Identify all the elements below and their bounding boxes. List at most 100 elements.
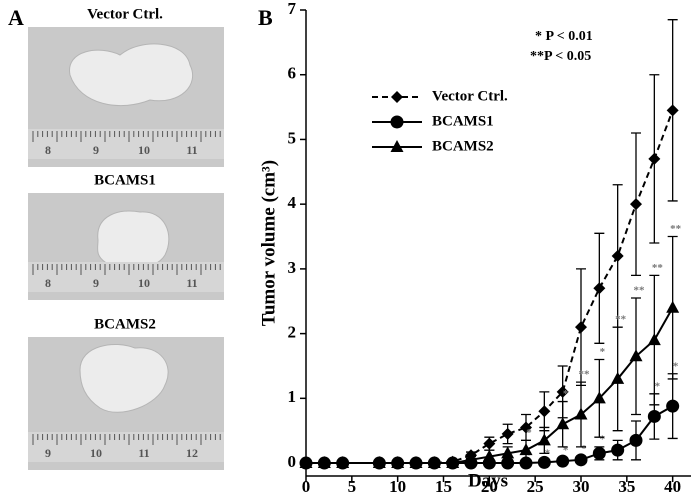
significance-label: *: [526, 427, 532, 439]
photo-title: BCAMS2: [94, 316, 156, 332]
data-point: [592, 446, 606, 460]
data-point: [666, 399, 680, 413]
significance-label: **: [615, 314, 627, 326]
data-point: [611, 249, 624, 262]
significance-label: *: [563, 444, 569, 456]
significance-label: *: [673, 360, 679, 372]
data-point: [611, 443, 625, 457]
data-point: [427, 456, 441, 469]
data-point: [574, 407, 588, 420]
data-point: [648, 152, 661, 165]
data-point: [391, 456, 405, 469]
photo-panel: Vector Ctrl. 8 9 10 11 BCAMS1 8 9 10 11 BCAMS2 9 10 1…: [28, 6, 224, 470]
data-point: [592, 391, 606, 404]
y-tick-label: 2: [288, 323, 297, 342]
tumor: [69, 43, 194, 106]
significance-label: *: [600, 346, 606, 358]
legend-marker: [390, 115, 404, 129]
data-point: [666, 300, 680, 313]
ruler-label: 12: [186, 446, 198, 460]
data-point: [501, 427, 514, 440]
data-point: [409, 456, 423, 469]
x-tick-label: 20: [481, 477, 498, 496]
data-point: [483, 437, 496, 450]
data-point: [520, 421, 532, 434]
significance-label: *: [581, 443, 587, 455]
legend-label: BCAMS1: [432, 113, 494, 129]
tumor: [97, 210, 170, 270]
data-point: [556, 417, 570, 430]
ruler-label: 9: [93, 143, 99, 157]
significance-label: *: [563, 388, 569, 400]
y-tick-label: 7: [288, 0, 297, 18]
ruler-label: 11: [186, 276, 197, 290]
significance-label: *: [655, 380, 661, 392]
ruler-label: 11: [138, 446, 149, 460]
data-point: [519, 443, 533, 456]
x-tick-label: 35: [618, 477, 635, 496]
photo-title: BCAMS1: [94, 172, 156, 188]
data-point: [299, 456, 313, 469]
data-point: [666, 104, 679, 117]
x-tick-label: 25: [527, 477, 544, 496]
panel-label: B: [258, 5, 273, 30]
ruler-label: 10: [138, 276, 150, 290]
y-tick-label: 4: [288, 193, 297, 212]
significance-label: *: [600, 433, 606, 445]
data-point: [537, 455, 551, 469]
y-tick-label: 1: [288, 387, 297, 406]
data-point: [629, 349, 643, 362]
data-point: [482, 449, 496, 462]
y-tick-label: 6: [288, 64, 297, 83]
photo-title: Vector Ctrl.: [87, 6, 163, 22]
significance-label: **: [670, 223, 682, 235]
ruler-label: 8: [45, 143, 51, 157]
data-point: [537, 433, 551, 446]
data-point: [556, 385, 569, 398]
significance-label: **: [579, 369, 591, 381]
ruler-label: 9: [93, 276, 99, 290]
data-point: [336, 456, 350, 469]
data-point: [464, 452, 478, 465]
x-tick-label: 40: [664, 477, 681, 496]
data-point: [556, 454, 570, 468]
series-line: [306, 109, 674, 465]
legend-marker: [391, 91, 403, 103]
data-point: [629, 433, 643, 447]
data-point: [647, 409, 661, 423]
y-tick-label: 0: [288, 452, 297, 471]
ruler-label: 9: [45, 446, 51, 460]
ruler-label: 10: [138, 143, 150, 157]
data-point: [446, 456, 460, 469]
legend-marker: [390, 140, 404, 152]
y-axis-label: Tumor volume (cm³): [258, 160, 279, 326]
data-point: [317, 456, 331, 469]
annotation: * P < 0.01: [535, 29, 593, 44]
ruler-label: 10: [90, 446, 102, 460]
x-tick-label: 10: [389, 477, 406, 496]
x-tick-label: 30: [573, 477, 590, 496]
panel-label: A: [8, 5, 24, 30]
data-point: [630, 198, 642, 211]
legend-label: Vector Ctrl.: [432, 88, 508, 104]
data-point: [611, 371, 625, 384]
data-point: [574, 453, 588, 467]
x-tick-label: 0: [302, 477, 311, 496]
y-tick-label: 3: [288, 258, 297, 277]
x-tick-label: 5: [348, 477, 357, 496]
significance-label: **: [634, 285, 646, 297]
data-point: [538, 405, 551, 418]
ruler-label: 8: [45, 276, 51, 290]
tumor: [79, 343, 169, 413]
data-point: [372, 456, 386, 469]
legend-label: BCAMS2: [432, 138, 494, 154]
significance-label: *: [526, 450, 532, 462]
data-point: [647, 333, 661, 346]
data-point: [575, 321, 587, 334]
significance-label: **: [652, 262, 664, 274]
annotation: **P < 0.05: [530, 49, 591, 64]
data-point: [593, 282, 606, 295]
y-tick-label: 5: [288, 128, 297, 147]
data-point: [501, 446, 515, 459]
